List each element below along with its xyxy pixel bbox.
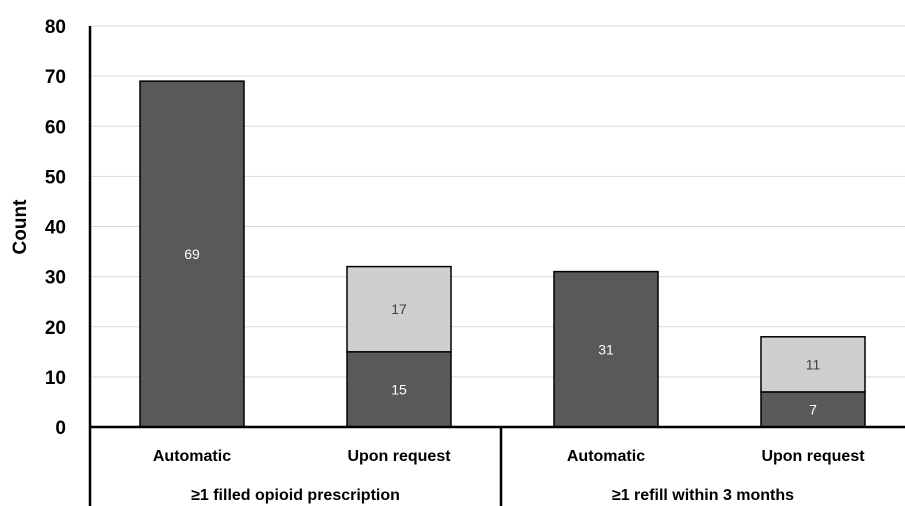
- y-tick-label: 30: [45, 268, 66, 289]
- bar-segment: [346, 265, 452, 353]
- bar-segment: [760, 336, 866, 393]
- axes: [88, 26, 905, 506]
- y-tick-label: 70: [45, 67, 66, 88]
- y-tick-label: 50: [45, 167, 66, 188]
- data-label: 69: [184, 246, 200, 262]
- y-axis-title: Count: [10, 199, 31, 255]
- x-category-label: Upon request: [347, 448, 451, 465]
- bars: [139, 80, 866, 428]
- x-category-label: Automatic: [567, 448, 645, 465]
- data-label: 11: [806, 356, 821, 372]
- y-tick-label: 10: [45, 368, 66, 389]
- data-label: 7: [809, 401, 817, 417]
- x-category-label: Automatic: [153, 448, 231, 465]
- y-tick-label: 80: [45, 17, 66, 38]
- x-group-label: ≥1 filled opioid prescription: [191, 487, 400, 504]
- y-tick-label: 60: [45, 117, 66, 138]
- labels: 0 10 20 30 40 50 60 70 80 69 Automatic 15 17 Upon req…: [45, 17, 865, 504]
- y-tick-label: 20: [45, 318, 66, 339]
- data-label: 17: [391, 301, 407, 317]
- data-label: 31: [598, 341, 614, 357]
- data-label: 15: [391, 381, 407, 397]
- y-tick-label: 0: [55, 418, 66, 439]
- x-category-label: Upon request: [761, 448, 865, 465]
- x-group-label: ≥1 refill within 3 months: [612, 487, 794, 504]
- bar-segment: [553, 270, 659, 428]
- y-tick-label: 40: [45, 218, 66, 239]
- bar-segment: [139, 80, 245, 428]
